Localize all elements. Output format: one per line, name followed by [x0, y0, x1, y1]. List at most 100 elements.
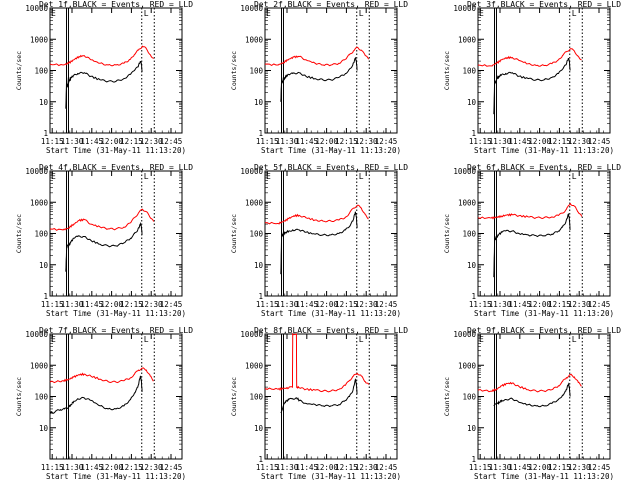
y-tick-label: 1000	[458, 35, 477, 44]
series-line-events	[280, 211, 358, 275]
y-axis-label: Counts/sec	[443, 377, 451, 416]
x-tick-label: 12:45	[160, 300, 183, 309]
x-tick-label: 12:30	[568, 137, 591, 146]
x-axis-label: Start Time (31-May-11 11:13:20)	[261, 309, 401, 318]
y-tick-label: 100	[249, 67, 263, 76]
y-tick-label: 1	[43, 129, 48, 138]
y-tick-label: 1000	[245, 35, 264, 44]
marker-annotation: L	[359, 172, 364, 181]
marker-annotation: L	[144, 172, 149, 181]
x-tick-label: 11:45	[81, 463, 104, 472]
detector-panel-1: Det 1f,BLACK = Events, RED = LLD 1 10 100 10…	[15, 0, 193, 155]
series-line-events	[493, 213, 571, 278]
x-tick-label: 11:45	[509, 137, 532, 146]
y-axis-label: Counts/sec	[15, 377, 23, 416]
plot-frame	[49, 333, 183, 460]
y-tick-label: 1	[258, 129, 263, 138]
y-axis-label: Counts/sec	[230, 214, 238, 253]
y-tick-label: 100	[249, 230, 263, 239]
x-tick-label: 12:45	[375, 300, 398, 309]
x-tick-label: 12:30	[140, 137, 163, 146]
y-tick-label: 10	[467, 98, 477, 107]
y-tick-label: 100	[34, 393, 48, 402]
x-tick-label: 11:30	[489, 463, 512, 472]
y-tick-label: 100	[462, 67, 476, 76]
detector-panel-7: Det 7f,BLACK = Events, RED = LLD 10 100 100…	[15, 326, 193, 480]
y-tick-label: 1	[471, 292, 476, 301]
y-axis-label: Counts/sec	[443, 51, 451, 90]
x-tick-label: 11:45	[509, 300, 532, 309]
x-tick-label: 12:45	[588, 463, 611, 472]
detector-panel-4: Det 4f,BLACK = Events, RED = LLD 1 10 100 10…	[15, 163, 193, 318]
y-tick-label: 1	[471, 129, 476, 138]
x-tick-label: 11:15	[256, 137, 279, 146]
panel-title: Det 9f,BLACK = Events, RED = LLD	[467, 326, 621, 335]
panel-title: Det 2f,BLACK = Events, RED = LLD	[254, 0, 408, 9]
y-tick-label: 100	[34, 230, 48, 239]
x-tick-label: 12:45	[375, 463, 398, 472]
series-line-events	[280, 378, 358, 414]
panel-title: Det 5f,BLACK = Events, RED = LLD	[254, 163, 408, 172]
x-tick-label: 12:45	[588, 300, 611, 309]
panel-title: Det 1f,BLACK = Events, RED = LLD	[39, 0, 193, 9]
x-tick-label: 12:45	[160, 137, 183, 146]
series-line-lld	[49, 45, 154, 67]
series-line-lld	[49, 208, 155, 231]
x-tick-label: 11:30	[61, 463, 84, 472]
panel-title: Det 8f,BLACK = Events, RED = LLD	[254, 326, 408, 335]
x-tick-label: 12:30	[568, 463, 591, 472]
y-tick-label: 1	[43, 292, 48, 301]
y-tick-label: 1000	[30, 361, 49, 370]
y-tick-label: 1000	[30, 198, 49, 207]
y-axis-label: Counts/sec	[230, 377, 238, 416]
plot-frame	[477, 333, 611, 460]
plot-frame	[264, 333, 398, 460]
marker-annotation: E	[51, 9, 56, 18]
marker-annotation: L	[572, 335, 577, 344]
marker-annotation: E	[479, 9, 484, 18]
y-axis-label: Counts/sec	[15, 51, 23, 90]
detector-panel-8: Det 8f,BLACK = Events, RED = LLD 1 10 100 10…	[230, 326, 408, 480]
x-tick-label: 11:30	[61, 137, 84, 146]
x-tick-label: 12:15	[335, 463, 358, 472]
y-tick-label: 100	[34, 67, 48, 76]
y-tick-label: 10000	[240, 4, 263, 13]
x-tick-label: 12:00	[100, 463, 123, 472]
x-tick-label: 12:00	[315, 137, 338, 146]
x-tick-label: 12:00	[100, 137, 123, 146]
marker-annotation: E	[266, 172, 271, 181]
x-tick-label: 12:30	[140, 300, 163, 309]
y-tick-label: 10	[467, 424, 477, 433]
y-tick-label: 1000	[30, 35, 49, 44]
y-tick-label: 1	[258, 292, 263, 301]
panel-title: Det 6f,BLACK = Events, RED = LLD	[467, 163, 621, 172]
series-line-events	[493, 57, 571, 115]
y-tick-label: 10000	[25, 330, 48, 339]
detector-panel-3: Det 3f,BLACK = Events, RED = LLD 1 10 100 10…	[443, 0, 621, 155]
x-axis-label: Start Time (31-May-11 11:13:20)	[46, 309, 186, 318]
plot-frame	[49, 7, 183, 134]
x-tick-label: 12:15	[548, 300, 571, 309]
y-axis-label: Counts/sec	[443, 214, 451, 253]
x-axis-label: Start Time (31-May-11 11:13:20)	[261, 146, 401, 155]
x-tick-label: 11:30	[489, 137, 512, 146]
x-tick-label: 12:00	[528, 463, 551, 472]
marker-annotation: L	[572, 172, 577, 181]
marker-annotation: L	[572, 9, 577, 18]
x-tick-label: 11:15	[469, 137, 492, 146]
x-tick-label: 12:15	[548, 137, 571, 146]
marker-annotation: E	[266, 9, 271, 18]
x-tick-label: 12:15	[120, 463, 143, 472]
y-tick-label: 10	[39, 424, 49, 433]
y-tick-label: 1	[471, 455, 476, 464]
series-line-events	[280, 56, 358, 102]
plot-frame	[264, 7, 398, 134]
plot-frame	[477, 170, 611, 297]
x-tick-label: 12:00	[315, 463, 338, 472]
y-tick-label: 10000	[240, 167, 263, 176]
x-tick-label: 12:00	[315, 300, 338, 309]
x-tick-label: 11:15	[469, 300, 492, 309]
x-tick-label: 11:30	[489, 300, 512, 309]
x-axis-label: Start Time (31-May-11 11:13:20)	[261, 472, 401, 480]
